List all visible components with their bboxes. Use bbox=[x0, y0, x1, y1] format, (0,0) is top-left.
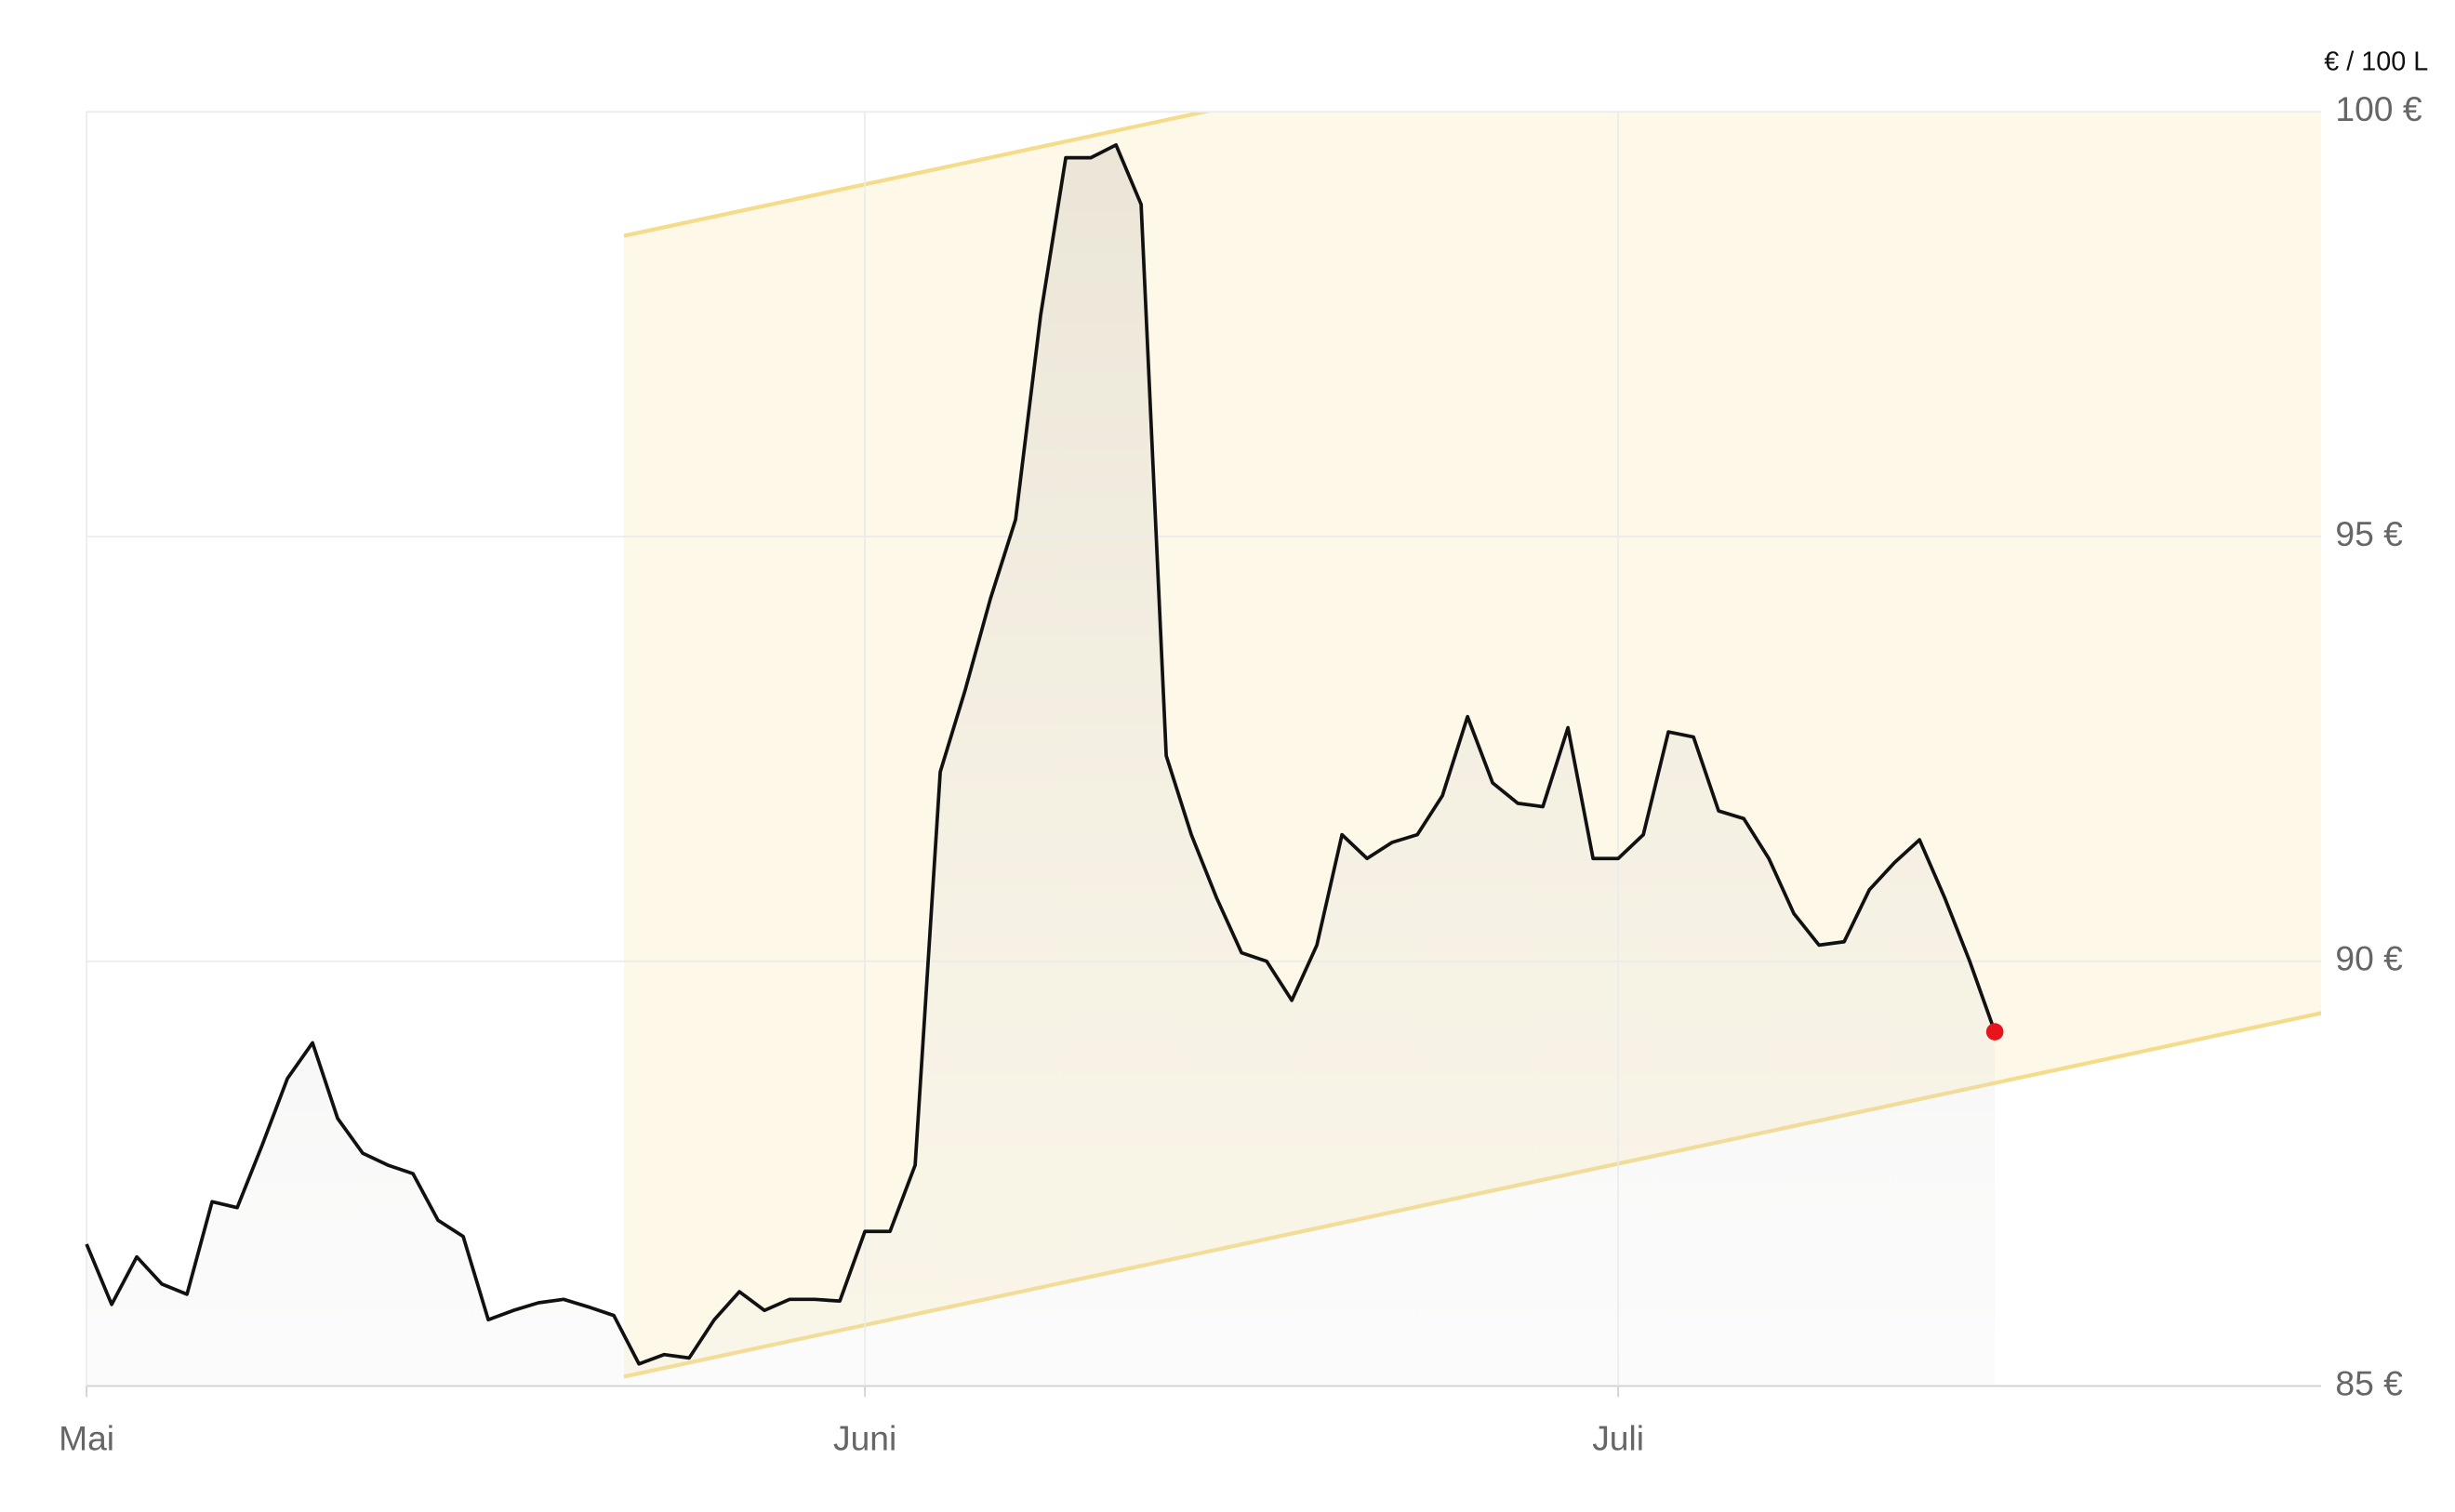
y-tick-label: 100 € bbox=[2335, 89, 2422, 128]
y-tick-label: 95 € bbox=[2335, 514, 2403, 553]
y-tick-label: 85 € bbox=[2335, 1363, 2403, 1402]
y-tick-label: 90 € bbox=[2335, 939, 2403, 978]
x-tick-label: Juni bbox=[833, 1419, 896, 1458]
x-tick-label: Mai bbox=[59, 1419, 114, 1458]
area bbox=[86, 144, 1996, 1386]
unit-label: € / 100 L bbox=[2324, 46, 2428, 76]
last-point bbox=[1985, 1023, 2004, 1041]
price-line bbox=[85, 143, 1997, 1366]
channel-upper bbox=[623, 112, 1214, 238]
plot-area bbox=[86, 112, 2322, 1386]
x-tick-label: Juli bbox=[1592, 1419, 1644, 1458]
